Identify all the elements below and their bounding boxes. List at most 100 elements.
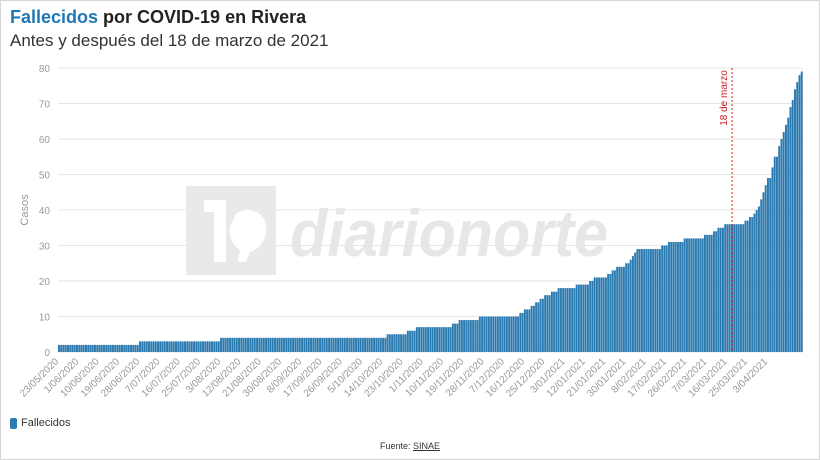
bar[interactable] xyxy=(616,266,619,352)
bar[interactable] xyxy=(622,266,625,352)
bar[interactable] xyxy=(492,316,495,353)
bar[interactable] xyxy=(737,224,740,352)
bar[interactable] xyxy=(283,337,286,352)
bar[interactable] xyxy=(265,337,268,352)
bar[interactable] xyxy=(627,263,630,352)
bar[interactable] xyxy=(541,298,544,352)
bar[interactable] xyxy=(213,341,216,352)
bar[interactable] xyxy=(496,316,499,353)
bar[interactable] xyxy=(717,227,720,352)
bar[interactable] xyxy=(706,234,709,352)
bar[interactable] xyxy=(100,344,103,352)
bar[interactable] xyxy=(472,320,475,352)
bar[interactable] xyxy=(134,344,137,352)
bar[interactable] xyxy=(685,238,688,352)
bar[interactable] xyxy=(719,227,722,352)
bar[interactable] xyxy=(294,337,297,352)
bar[interactable] xyxy=(550,291,553,352)
bar[interactable] xyxy=(141,341,144,352)
bar[interactable] xyxy=(391,334,394,352)
bar[interactable] xyxy=(98,344,101,352)
bar[interactable] xyxy=(454,323,457,352)
bar[interactable] xyxy=(361,337,364,352)
bar[interactable] xyxy=(233,337,236,352)
bar[interactable] xyxy=(343,337,346,352)
bar[interactable] xyxy=(724,224,727,352)
bar[interactable] xyxy=(179,341,182,352)
bar[interactable] xyxy=(620,266,623,352)
bar[interactable] xyxy=(328,337,331,352)
bar[interactable] xyxy=(442,327,445,352)
bar[interactable] xyxy=(193,341,195,352)
bar[interactable] xyxy=(672,241,675,352)
bar[interactable] xyxy=(663,245,666,353)
bar[interactable] xyxy=(658,249,661,352)
bar[interactable] xyxy=(771,167,774,352)
bar[interactable] xyxy=(460,320,463,352)
bar[interactable] xyxy=(197,341,200,352)
bar[interactable] xyxy=(154,341,157,352)
bar[interactable] xyxy=(643,249,646,352)
bar[interactable] xyxy=(89,344,92,352)
bar[interactable] xyxy=(463,320,466,352)
bar[interactable] xyxy=(307,337,310,352)
bar[interactable] xyxy=(420,327,423,352)
bar[interactable] xyxy=(773,156,776,352)
bar[interactable] xyxy=(85,344,87,352)
bar[interactable] xyxy=(778,146,781,352)
bar[interactable] xyxy=(202,341,204,352)
bar[interactable] xyxy=(760,199,763,352)
bar[interactable] xyxy=(688,238,691,352)
bar[interactable] xyxy=(575,284,578,352)
bar[interactable] xyxy=(217,341,220,352)
bar[interactable] xyxy=(607,273,610,352)
bar[interactable] xyxy=(58,344,60,352)
bar[interactable] xyxy=(181,341,184,352)
bar[interactable] xyxy=(440,327,443,352)
bar[interactable] xyxy=(285,337,288,352)
bar[interactable] xyxy=(712,231,715,352)
bar[interactable] xyxy=(352,337,355,352)
bar[interactable] xyxy=(152,341,155,352)
bar[interactable] xyxy=(485,316,488,353)
bar[interactable] xyxy=(175,341,177,352)
bar[interactable] xyxy=(638,249,641,352)
bar[interactable] xyxy=(109,344,112,352)
bar[interactable] xyxy=(323,337,326,352)
bar[interactable] xyxy=(481,316,484,353)
bar[interactable] xyxy=(800,71,803,353)
bar[interactable] xyxy=(775,156,778,352)
bar[interactable] xyxy=(791,99,794,352)
bar[interactable] xyxy=(373,337,376,352)
source-link[interactable]: SINAE xyxy=(413,441,441,451)
bar[interactable] xyxy=(733,224,736,352)
bar[interactable] xyxy=(562,288,565,352)
bar[interactable] xyxy=(544,295,547,352)
bar[interactable] xyxy=(611,270,614,352)
bar[interactable] xyxy=(339,337,342,352)
bar[interactable] xyxy=(710,234,713,352)
bar[interactable] xyxy=(235,337,238,352)
bar[interactable] xyxy=(629,259,632,352)
bar[interactable] xyxy=(602,277,605,352)
bar[interactable] xyxy=(636,249,639,352)
bar[interactable] xyxy=(577,284,580,352)
bar[interactable] xyxy=(220,337,222,352)
bar[interactable] xyxy=(204,341,207,352)
bar[interactable] xyxy=(595,277,598,352)
bar[interactable] xyxy=(593,277,596,352)
bar[interactable] xyxy=(645,249,648,352)
bar[interactable] xyxy=(215,341,218,352)
bar[interactable] xyxy=(269,337,272,352)
bar[interactable] xyxy=(150,341,153,352)
bar[interactable] xyxy=(521,312,524,352)
bar[interactable] xyxy=(316,337,319,352)
bar[interactable] xyxy=(139,341,141,352)
bar[interactable] xyxy=(433,327,436,352)
bar[interactable] xyxy=(701,238,704,352)
bar[interactable] xyxy=(528,309,531,352)
bar[interactable] xyxy=(735,224,738,352)
bar[interactable] xyxy=(301,337,304,352)
bar[interactable] xyxy=(280,337,283,352)
bar[interactable] xyxy=(103,344,105,352)
